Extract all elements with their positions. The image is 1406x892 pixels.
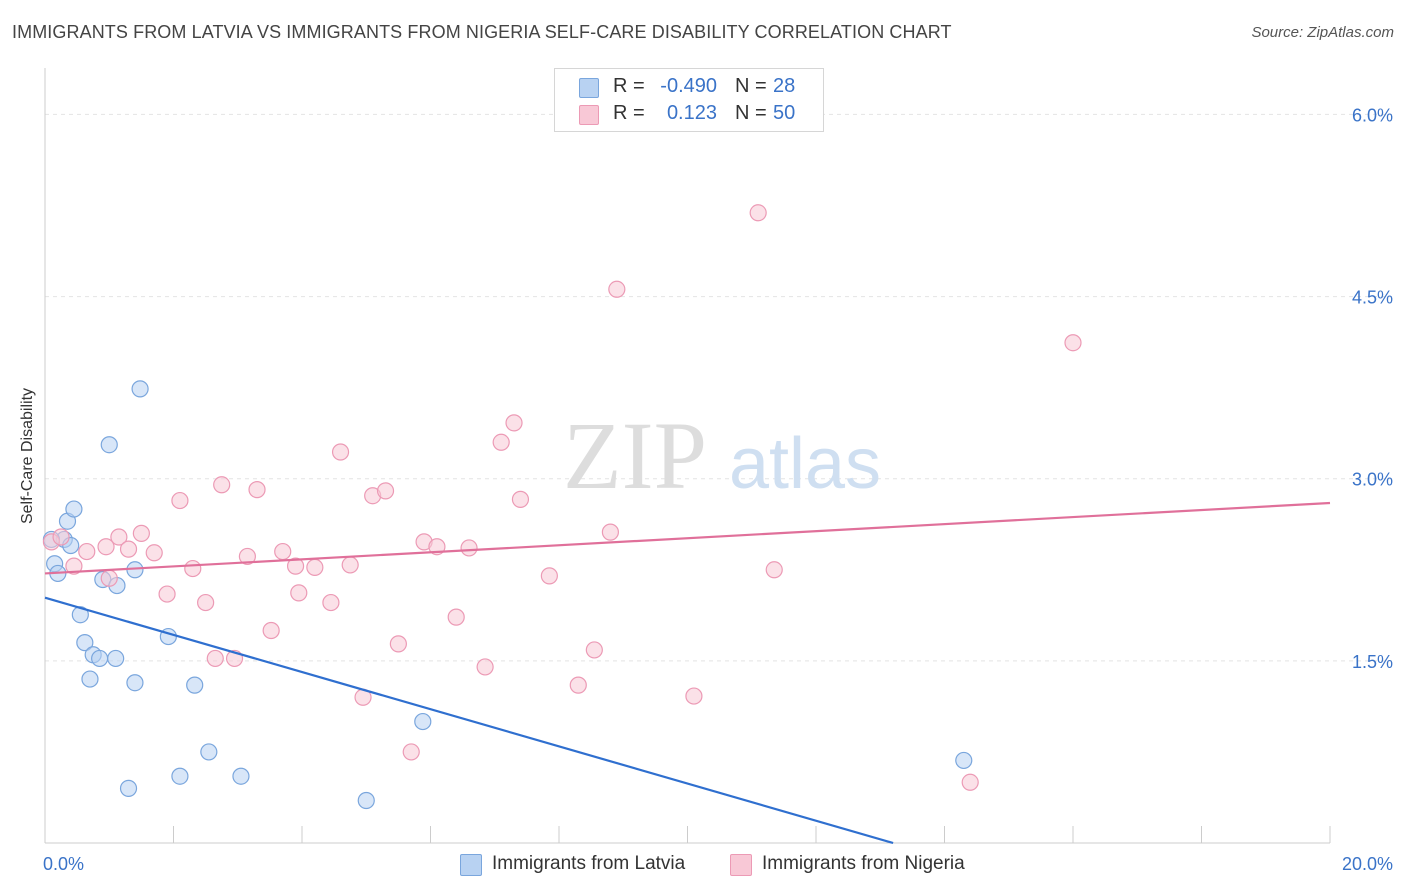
watermark-zip: ZIP xyxy=(563,402,707,509)
nigeria-point-37 xyxy=(492,433,510,451)
nigeria-point-41 xyxy=(569,676,587,694)
nigeria-n-label: N = xyxy=(735,102,767,124)
gridlines xyxy=(45,113,1392,662)
nigeria-point-44 xyxy=(608,280,626,298)
latvia-point-12 xyxy=(107,649,125,668)
latvia-point-10 xyxy=(91,649,109,668)
nigeria-point-25 xyxy=(331,443,350,461)
y-tick-label-3: 6.0% xyxy=(1352,105,1393,125)
nigeria-point-34 xyxy=(447,608,465,626)
nigeria-n-value: 50 xyxy=(773,102,796,124)
nigeria-point-20 xyxy=(274,542,292,561)
latvia-point-14 xyxy=(100,436,118,454)
axes xyxy=(44,68,1331,844)
nigeria-r-value: 0.123 xyxy=(666,102,717,124)
latvia-point-20 xyxy=(171,767,189,785)
y-tick-label-1: 3.0% xyxy=(1352,470,1393,490)
nigeria-point-23 xyxy=(306,558,324,576)
x-tick-label-min: 0.0% xyxy=(43,854,84,874)
nigeria-point-17 xyxy=(238,547,256,566)
nigeria-point-8 xyxy=(132,524,150,542)
nigeria-point-15 xyxy=(213,476,231,494)
stats-row-nigeria: R = 0.123 N = 50 xyxy=(555,102,823,128)
legend-label-latvia: Immigrants from Latvia xyxy=(492,853,686,874)
nigeria-point-10 xyxy=(158,585,176,603)
nigeria-point-5 xyxy=(100,569,118,587)
nigeria-point-6 xyxy=(110,528,128,546)
nigeria-r-label: R = xyxy=(613,102,645,124)
latvia-legend-swatch xyxy=(460,854,482,876)
nigeria-point-47 xyxy=(765,561,783,579)
legend: Immigrants from Latvia Immigrants from N… xyxy=(0,850,1406,878)
nigeria-point-12 xyxy=(184,559,202,578)
latvia-n-label: N = xyxy=(735,75,767,97)
latvia-point-18 xyxy=(119,779,138,797)
nigeria-point-38 xyxy=(505,414,523,432)
nigeria-point-43 xyxy=(601,523,620,541)
nigeria-point-42 xyxy=(585,641,603,659)
nigeria-point-4 xyxy=(97,538,115,556)
latvia-trend-line xyxy=(44,596,894,845)
latvia-r-value: -0.490 xyxy=(660,75,717,97)
nigeria-legend-swatch xyxy=(730,854,752,876)
source-label: Source: ZipAtlas.com xyxy=(1251,24,1394,41)
nigeria-point-13 xyxy=(197,593,215,612)
nigeria-point-3 xyxy=(78,542,96,561)
watermark-atlas: atlas xyxy=(729,424,881,504)
legend-label-nigeria: Immigrants from Nigeria xyxy=(762,853,965,874)
nigeria-point-40 xyxy=(540,567,558,585)
watermark: ZIP atlas xyxy=(563,402,881,509)
nigeria-point-19 xyxy=(262,621,280,640)
x-tick-label-max: 20.0% xyxy=(1342,854,1393,874)
nigeria-point-18 xyxy=(248,481,266,499)
stats-box: R = -0.490 N = 28 R = 0.123 N = 50 xyxy=(554,68,824,132)
latvia-point-8 xyxy=(81,670,99,688)
nigeria-point-7 xyxy=(119,540,138,558)
nigeria-point-11 xyxy=(171,491,189,510)
nigeria-point-21 xyxy=(286,557,305,575)
nigeria-point-22 xyxy=(290,584,308,602)
latvia-n-value: 28 xyxy=(773,75,796,97)
y-axis-label: Self-Care Disability xyxy=(19,387,36,525)
latvia-point-21 xyxy=(186,676,204,694)
nigeria-point-26 xyxy=(341,556,359,574)
nigeria-point-30 xyxy=(389,635,407,653)
series-latvia-points xyxy=(42,380,973,810)
latvia-point-24 xyxy=(357,791,375,810)
nigeria-point-29 xyxy=(376,482,395,500)
latvia-point-7 xyxy=(76,634,94,652)
nigeria-point-2 xyxy=(65,557,83,575)
nigeria-swatch xyxy=(579,105,599,125)
y-tick-label-2: 4.5% xyxy=(1352,288,1393,308)
latvia-point-25 xyxy=(414,712,432,731)
latvia-point-5 xyxy=(65,500,83,518)
latvia-swatch xyxy=(579,78,599,98)
latvia-point-6 xyxy=(71,606,89,624)
nigeria-trend-line xyxy=(44,501,1331,575)
nigeria-point-14 xyxy=(206,649,224,668)
y-tick-label-0: 1.5% xyxy=(1352,652,1393,672)
nigeria-point-9 xyxy=(145,544,163,562)
nigeria-point-49 xyxy=(1064,334,1082,352)
stats-row-latvia: R = -0.490 N = 28 xyxy=(555,75,823,101)
trend-lines xyxy=(44,501,1331,845)
nigeria-point-36 xyxy=(476,658,494,676)
nigeria-point-24 xyxy=(322,593,340,612)
latvia-r-label: R = xyxy=(613,75,645,97)
nigeria-point-35 xyxy=(460,539,478,557)
nigeria-point-1 xyxy=(52,528,70,546)
nigeria-point-45 xyxy=(685,687,703,705)
nigeria-point-46 xyxy=(749,204,767,222)
latvia-point-23 xyxy=(232,767,250,785)
latvia-point-26 xyxy=(955,751,973,770)
nigeria-point-31 xyxy=(402,743,420,761)
latvia-point-17 xyxy=(131,380,149,398)
nigeria-point-48 xyxy=(961,773,979,791)
tick-labels: 1.5% 3.0% 4.5% 6.0% 0.0% 20.0% xyxy=(43,105,1393,874)
nigeria-point-39 xyxy=(511,490,530,508)
chart-title: IMMIGRANTS FROM LATVIA VS IMMIGRANTS FRO… xyxy=(12,22,952,42)
latvia-point-22 xyxy=(200,743,218,761)
latvia-point-15 xyxy=(126,674,144,692)
